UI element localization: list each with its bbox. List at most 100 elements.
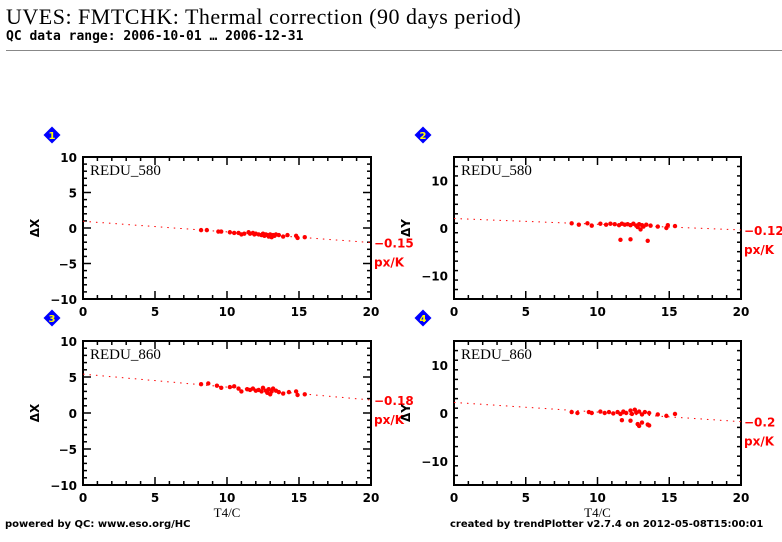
- data-point: [628, 408, 633, 413]
- data-point: [645, 238, 650, 243]
- data-point: [629, 411, 635, 417]
- fit-line: [82, 220, 372, 244]
- data-point: [646, 410, 652, 416]
- data-point: [639, 420, 645, 425]
- data-point: [655, 412, 660, 417]
- data-point: [672, 223, 678, 229]
- panel-label: REDU_860: [461, 347, 532, 363]
- data-point: [589, 410, 594, 416]
- y-tick-label: −10: [421, 455, 448, 469]
- data-point: [227, 230, 233, 235]
- slope-value: −0.18: [374, 394, 414, 408]
- data-point: [569, 409, 574, 415]
- data-point: [628, 237, 633, 242]
- x-tick-label: 0: [450, 491, 458, 505]
- data-point: [644, 222, 649, 227]
- data-point: [624, 410, 629, 416]
- data-point: [636, 409, 642, 414]
- page-title: UVES: FMTCHK: Thermal correction (90 day…: [6, 4, 522, 29]
- y-tick-label: −5: [59, 443, 77, 457]
- data-point: [598, 409, 603, 414]
- x-tick-label: 10: [219, 305, 236, 319]
- data-point: [280, 391, 286, 396]
- data-point: [293, 389, 299, 394]
- y-tick-label: −10: [421, 269, 448, 283]
- data-point: [232, 384, 237, 389]
- panel-number-marker: 2: [414, 126, 432, 144]
- x-tick-label: 20: [363, 305, 380, 319]
- x-tick-label: 10: [219, 491, 236, 505]
- data-point: [214, 383, 220, 388]
- x-tick-label: 5: [522, 305, 530, 319]
- y-tick-label: 0: [440, 407, 448, 421]
- slope-value: −0.12: [744, 224, 782, 238]
- y-tick-label: 10: [60, 335, 77, 349]
- panel-number: 3: [49, 314, 56, 325]
- panel-number: 2: [420, 131, 427, 142]
- data-point: [569, 221, 574, 226]
- x-tick-label: 15: [291, 305, 308, 319]
- data-point: [636, 423, 642, 429]
- data-point: [603, 222, 609, 227]
- data-point: [612, 222, 617, 227]
- data-point: [227, 384, 233, 390]
- data-range-subtitle: QC data range: 2006-10-01 … 2006-12-31: [6, 29, 304, 44]
- fit-line: [453, 401, 742, 423]
- data-point: [638, 227, 643, 232]
- x-tick-label: 10: [589, 305, 606, 319]
- panel-number: 1: [49, 131, 56, 142]
- x-tick-label: 15: [661, 491, 678, 505]
- x-tick-label: 10: [589, 491, 606, 505]
- data-point: [655, 224, 660, 229]
- data-point: [276, 389, 282, 395]
- data-point: [285, 232, 290, 238]
- slope-unit: px/K: [744, 243, 775, 257]
- data-point: [219, 385, 224, 390]
- data-point: [646, 423, 652, 428]
- panel-number: 4: [420, 314, 427, 325]
- x-tick-label: 0: [450, 305, 458, 319]
- slope-unit: px/K: [374, 256, 405, 270]
- panel-number-marker: 3: [43, 309, 61, 327]
- data-point: [286, 389, 292, 395]
- y-tick-label: 5: [69, 371, 77, 385]
- data-point: [602, 410, 607, 416]
- y-tick-label: −5: [59, 258, 77, 272]
- y-tick-label: 0: [69, 222, 77, 236]
- x-tick-label: 0: [79, 305, 87, 319]
- panel-label: REDU_860: [90, 347, 161, 363]
- y-axis-label: ΔY: [399, 404, 413, 422]
- x-tick-label: 20: [733, 305, 750, 319]
- data-point: [302, 392, 307, 397]
- y-tick-label: 5: [69, 187, 77, 201]
- data-point: [606, 409, 612, 415]
- panel-3: 3 0 5 10 15 20 10 5 0 −5 −10 ΔX T4/C REDU_860 −0.18 px/…: [28, 309, 414, 520]
- data-point: [239, 389, 244, 394]
- panel-number-marker: 4: [414, 309, 432, 327]
- panel-number-marker: 1: [43, 126, 61, 144]
- slope-value: −0.15: [374, 237, 414, 251]
- y-tick-label: 10: [60, 151, 77, 165]
- y-tick-label: −10: [50, 479, 77, 493]
- y-tick-label: 0: [440, 222, 448, 236]
- x-tick-label: 20: [733, 491, 750, 505]
- data-point: [206, 381, 211, 386]
- diamond-icon: [414, 126, 432, 144]
- header-divider: [6, 50, 782, 51]
- y-tick-label: 0: [69, 407, 77, 421]
- data-point: [618, 237, 623, 243]
- y-axis-label: ΔY: [399, 219, 413, 237]
- x-tick-label: 5: [151, 491, 159, 505]
- data-point: [302, 235, 307, 240]
- data-point: [611, 411, 616, 416]
- panel-label: REDU_580: [90, 163, 161, 179]
- fit-line: [82, 373, 372, 401]
- slope-unit: px/K: [744, 435, 775, 449]
- data-point: [598, 221, 603, 226]
- data-point: [665, 222, 671, 228]
- panel-label: REDU_580: [461, 163, 532, 179]
- x-tick-label: 5: [522, 491, 530, 505]
- x-tick-label: 0: [79, 491, 87, 505]
